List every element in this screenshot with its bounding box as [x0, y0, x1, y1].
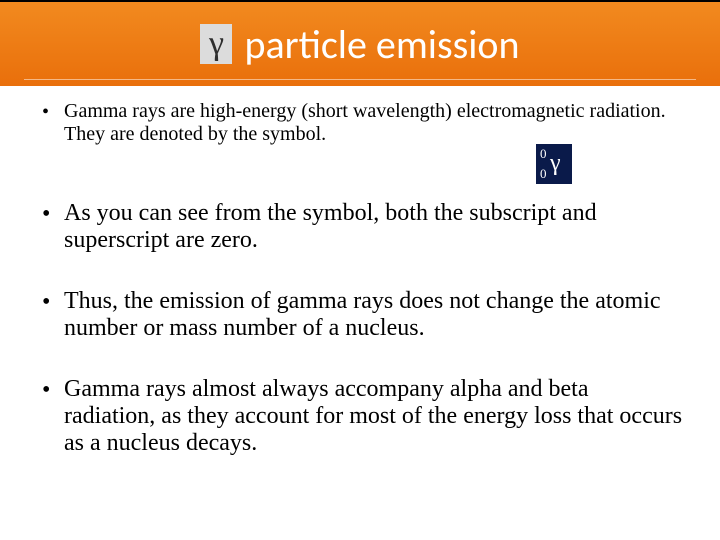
list-item: As you can see from the symbol, both the… — [36, 200, 684, 254]
list-item: Gamma rays are high-energy (short wavele… — [36, 100, 684, 146]
gamma-icon: γ — [200, 24, 232, 64]
slide-body: Gamma rays are high-energy (short wavele… — [0, 86, 720, 457]
title-bar: γ particle emission — [0, 0, 720, 86]
bullet-text: As you can see from the symbol, both the… — [64, 200, 597, 253]
gamma-superscript: 0 — [540, 146, 547, 162]
gamma-subscript: 0 — [540, 166, 547, 182]
gamma-notation-box: 0 0 γ — [536, 144, 572, 184]
slide-title: γ particle emission — [200, 20, 519, 69]
bullet-text: Gamma rays almost always accompany alpha… — [64, 376, 682, 456]
gamma-symbol-icon: γ — [550, 150, 561, 177]
list-item: Gamma rays almost always accompany alpha… — [36, 376, 684, 457]
list-item: Thus, the emission of gamma rays does no… — [36, 288, 684, 342]
bullet-text: Gamma rays are high-energy (short wavele… — [64, 100, 666, 145]
bullet-text: Thus, the emission of gamma rays does no… — [64, 288, 661, 341]
title-label: particle emission — [244, 20, 519, 69]
bullet-list: Gamma rays are high-energy (short wavele… — [36, 100, 684, 457]
